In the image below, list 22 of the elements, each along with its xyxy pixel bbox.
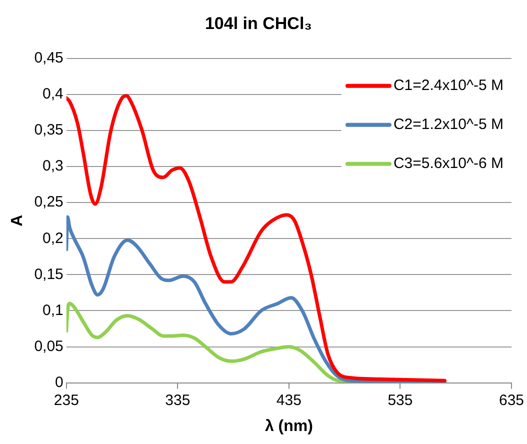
x-tick-label: 435: [276, 392, 302, 409]
y-tick-label: 0,4: [42, 86, 64, 103]
chart-title: 104l in CHCl₃: [204, 14, 312, 33]
x-tick-label: 535: [388, 392, 413, 409]
y-tick-label: 0,35: [34, 122, 64, 139]
x-tick-label: 635: [498, 392, 524, 409]
y-axis-title: A: [9, 214, 26, 226]
y-tick-label: 0,2: [42, 230, 64, 247]
legend-label: C3=5.6x10^-6 M: [393, 155, 504, 172]
line-series: [66, 215, 446, 383]
legend-label: C2=1.2x10^-5 M: [393, 116, 504, 134]
x-tick-label: 235: [54, 392, 79, 409]
y-tick-label: 0,45: [34, 50, 64, 67]
y-tick-label: 0: [55, 374, 64, 391]
legend-label: C1=2.4x10^-5 M: [393, 77, 504, 94]
y-tick-label: 0,05: [34, 338, 64, 355]
y-tick-label: 0,25: [34, 194, 64, 211]
x-axis-title: λ (nm): [264, 418, 313, 435]
x-tick-label: 335: [165, 392, 190, 409]
y-tick-label: 0,3: [42, 158, 64, 175]
y-tick-label: 0,15: [34, 266, 64, 283]
y-tick-label: 0,1: [42, 302, 64, 319]
